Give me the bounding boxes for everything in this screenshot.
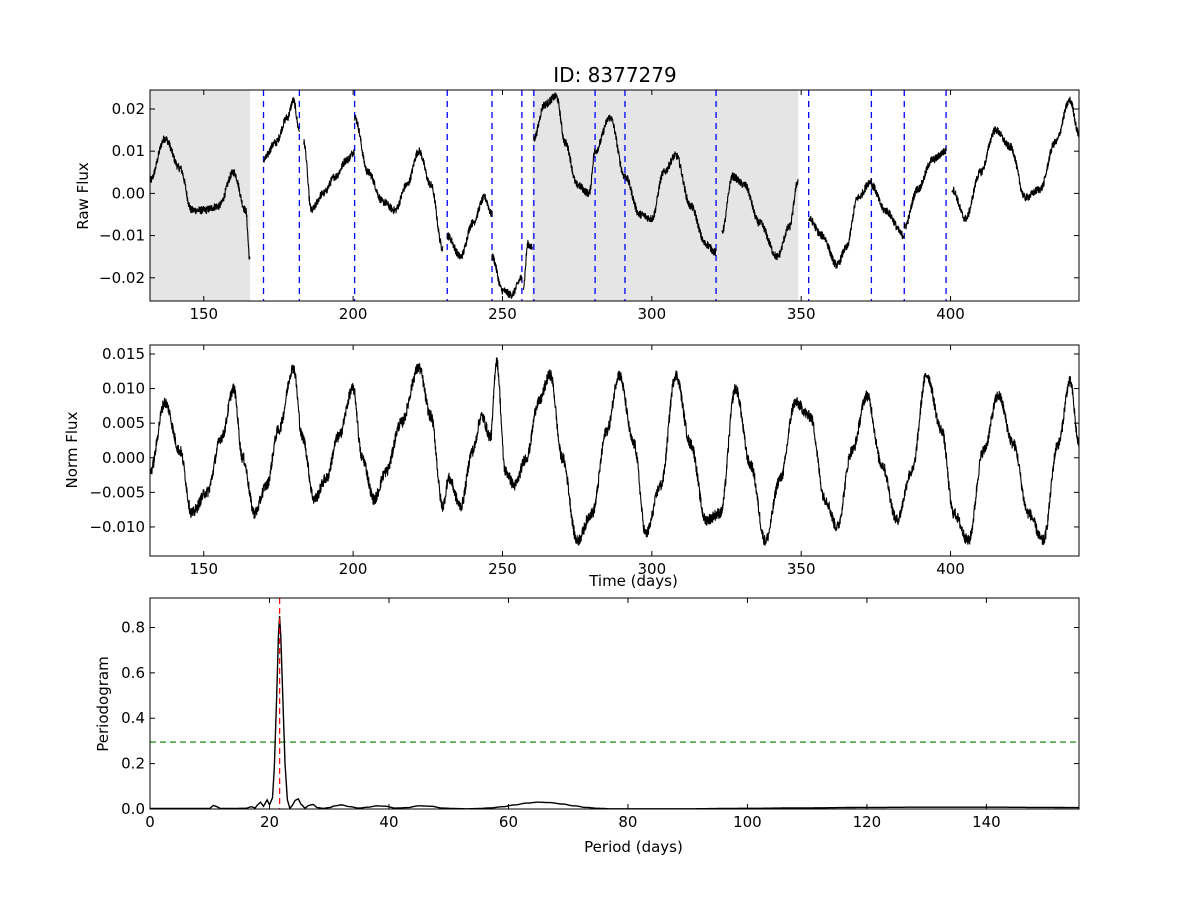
light-curve-segment: [903, 147, 947, 230]
y-tick-label: −0.005: [89, 483, 145, 501]
raw-flux-panel: 150 200 250 300 350 400 −0.02 −0.01 0.00 0.01 0.02…: [74, 89, 1080, 323]
x-tick-label: 120: [853, 813, 882, 831]
light-curve-segment: [721, 172, 799, 261]
x-tick-label: 40: [379, 813, 398, 831]
light-curve-segment: [150, 135, 251, 260]
period-x-axis-label: Period (days): [584, 838, 683, 856]
x-tick-label: 250: [488, 560, 517, 578]
light-curve-segment: [354, 114, 444, 252]
x-tick-label: 80: [618, 813, 637, 831]
x-tick-label: 0: [145, 813, 155, 831]
periodogram-axes-frame: [149, 597, 1080, 810]
light-curve-segment: [594, 114, 626, 180]
light-curve-segment: [150, 357, 1079, 546]
y-tick-label: −0.010: [89, 518, 145, 536]
norm-flux-panel: 150 200 250 300 350 400 −0.010 −0.005 0.000 0.005…: [63, 344, 1080, 590]
x-tick-label: 150: [189, 305, 218, 323]
y-tick-label: 0.8: [121, 618, 145, 636]
x-tick-label: 200: [339, 305, 368, 323]
light-curve-segment: [491, 253, 523, 299]
x-tick-label: 300: [638, 560, 667, 578]
y-tick-label: 0.000: [102, 449, 145, 467]
y-tick-label: 0.00: [112, 184, 145, 202]
light-curve-segment: [870, 182, 905, 240]
x-tick-label: 60: [499, 813, 518, 831]
y-tick-label: 0.0: [121, 800, 145, 818]
x-tick-label: 140: [972, 813, 1001, 831]
norm-flux-axes-frame: [149, 344, 1080, 557]
y-tick-label: 0.2: [121, 755, 145, 773]
x-tick-label: 350: [787, 305, 816, 323]
raw-flux-shaded-regions: [150, 90, 799, 301]
chart-title: ID: 8377279: [553, 63, 676, 87]
light-curve-segment: [624, 151, 717, 256]
light-curve-segment: [303, 139, 356, 213]
raw-flux-axis-ticks: 150 200 250 300 350 400 −0.02 −0.01 0.00 0.01 0.02: [99, 90, 1079, 323]
y-tick-label: 0.6: [121, 664, 145, 682]
periodogram-panel: 0 20 40 60 80 100 120 140 0.0 0.2 0.4 0.6 0.8 Period…: [94, 597, 1080, 856]
y-tick-label: 0.02: [112, 100, 145, 118]
x-tick-label: 300: [638, 305, 667, 323]
x-tick-label: 350: [787, 560, 816, 578]
time-x-axis-label: Time (days): [588, 572, 678, 590]
y-tick-label: 0.010: [102, 380, 145, 398]
y-tick-label: 0.01: [112, 142, 145, 160]
x-tick-label: 100: [733, 813, 762, 831]
norm-flux-axis-ticks: 150 200 250 300 350 400 −0.010 −0.005 0.000 0.005…: [89, 345, 1079, 578]
y-tick-label: −0.01: [99, 227, 145, 245]
raw-flux-axes-frame: [149, 89, 1080, 302]
shaded-region: [532, 90, 799, 301]
x-tick-label: 250: [488, 305, 517, 323]
y-tick-label: −0.02: [99, 269, 145, 287]
y-tick-label: 0.4: [121, 709, 145, 727]
light-curve-segment: [808, 178, 872, 269]
x-tick-label: 400: [936, 560, 965, 578]
periodogram-y-axis-label: Periodogram: [94, 656, 112, 751]
periodogram-axis-ticks: 0 20 40 60 80 100 120 140 0.0 0.2 0.4 0.6 0.8: [121, 598, 1079, 831]
y-tick-label: 0.005: [102, 414, 145, 432]
light-curve-segment: [262, 97, 300, 163]
light-curve-segment: [522, 239, 533, 290]
raw-flux-plot-area: [150, 90, 1079, 301]
x-tick-label: 400: [936, 305, 965, 323]
y-tick-label: 0.015: [102, 345, 145, 363]
raw-flux-y-axis-label: Raw Flux: [74, 162, 92, 230]
norm-flux-plot-area: [150, 357, 1079, 546]
light-curve-segment: [533, 92, 596, 198]
x-tick-label: 20: [260, 813, 279, 831]
light-curve-segment: [951, 96, 1079, 223]
x-tick-label: 200: [339, 560, 368, 578]
x-tick-label: 150: [189, 560, 218, 578]
shaded-region: [150, 90, 251, 301]
norm-flux-y-axis-label: Norm Flux: [63, 411, 81, 488]
light-curve-segment: [446, 193, 493, 260]
